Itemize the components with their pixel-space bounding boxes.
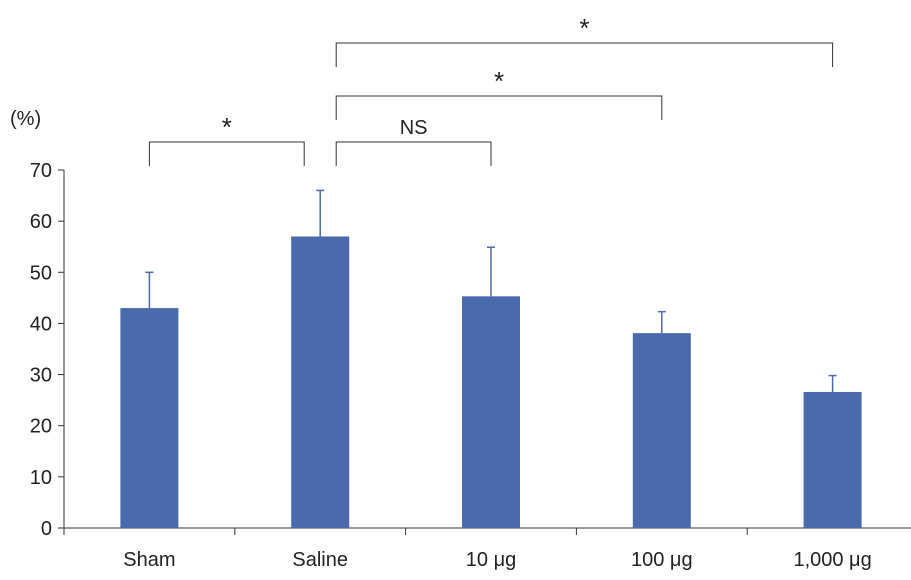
- y-tick-label: 60: [30, 211, 52, 233]
- y-axis-label: (%): [10, 108, 41, 130]
- significance-label: *: [494, 66, 504, 96]
- x-tick-label: Sham: [123, 549, 175, 571]
- significance-label: NS: [400, 117, 428, 139]
- significance-label: *: [579, 13, 589, 43]
- bar: [291, 236, 350, 528]
- significance-bracket: [335, 141, 492, 166]
- bar: [803, 391, 862, 528]
- significance-bracket: [148, 141, 305, 166]
- y-tick-label: 0: [41, 518, 52, 540]
- y-tick-label: 30: [30, 365, 52, 387]
- axes: 0 10 20 30 40 50 60 70 Sham Saline 10 μg 100 μg 1,00…: [30, 160, 911, 571]
- y-tick-label: 10: [30, 467, 52, 489]
- significance-bracket: [335, 95, 663, 120]
- bar: [120, 308, 179, 528]
- significance-brackets: * NS * *: [148, 13, 834, 166]
- y-tick-label: 70: [30, 160, 52, 182]
- x-tick-label: 10 μg: [466, 549, 516, 571]
- y-tick-label: 20: [30, 416, 52, 438]
- y-tick-label: 40: [30, 313, 52, 335]
- x-tick-label: Saline: [292, 549, 348, 571]
- bar: [632, 333, 691, 528]
- significance-label: *: [222, 112, 232, 142]
- significance-bracket: [335, 42, 834, 67]
- y-tick-label: 50: [30, 262, 52, 284]
- bar: [462, 296, 520, 528]
- x-tick-label: 100 μg: [631, 549, 693, 571]
- bars: [120, 236, 862, 528]
- x-tick-label: 1,000 μg: [793, 549, 871, 571]
- error-bars: [145, 189, 837, 392]
